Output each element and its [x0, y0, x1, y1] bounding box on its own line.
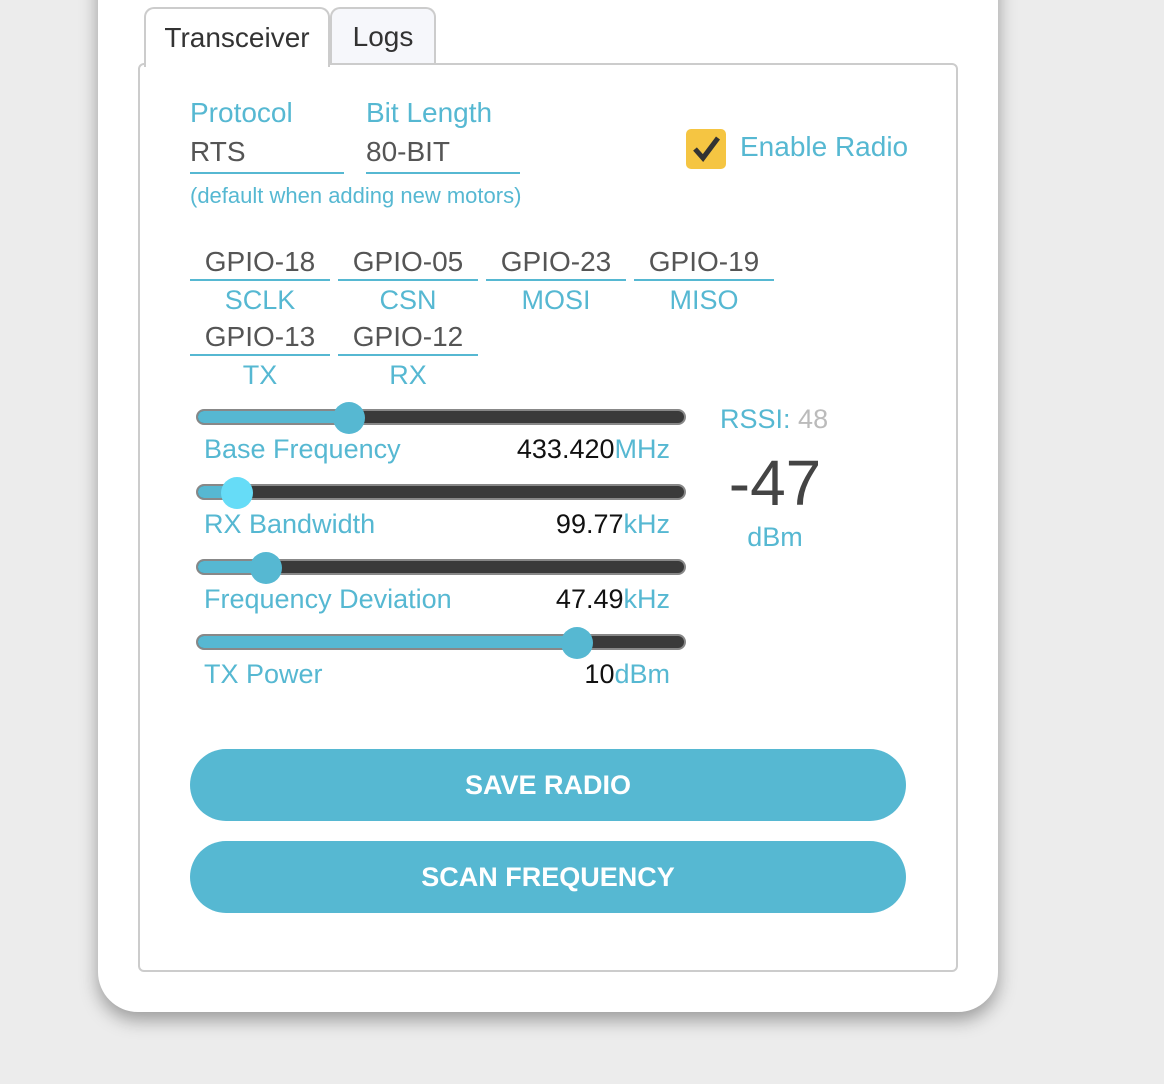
slider-number: 47.49 [555, 584, 624, 614]
slider-thumb[interactable] [561, 627, 594, 659]
pin-name: CSN [379, 285, 437, 315]
gpio-input[interactable]: GPIO-23 [486, 247, 626, 281]
pin-name: MOSI [521, 285, 591, 315]
pin-name: TX [242, 360, 278, 390]
enable-radio-label[interactable]: Enable Radio [740, 131, 909, 162]
slider-tx-power[interactable] [196, 627, 686, 659]
slider-thumb[interactable] [332, 402, 365, 434]
tab-transceiver[interactable]: Transceiver [144, 7, 330, 67]
slider-unit: dBm [614, 659, 670, 689]
slider-number: 99.77 [555, 509, 624, 539]
bit-length-select[interactable]: 80-BIT [366, 134, 520, 174]
gpio-input[interactable]: GPIO-12 [338, 322, 478, 356]
slider-unit: kHz [623, 509, 671, 539]
slider-label: Base Frequency [204, 434, 401, 464]
slider-rx-bandwidth[interactable] [196, 477, 686, 509]
pin-assignment: GPIO-23 MOSI [486, 247, 626, 319]
protocol-hint: (default when adding new motors) [190, 183, 522, 208]
pin-assignment: GPIO-13 TX [190, 322, 330, 394]
slider-number: 10 [584, 659, 615, 689]
checkmark-icon [693, 136, 720, 162]
slider-value: 99.77kHz [556, 509, 670, 540]
tab-logs[interactable]: Logs [330, 7, 436, 65]
slider-thumb[interactable] [220, 477, 253, 509]
slider-frequency-deviation[interactable] [196, 552, 686, 584]
slider-value: 433.420MHz [517, 434, 670, 465]
slider-unit: MHz [614, 434, 671, 464]
pin-assignment: GPIO-18 SCLK [190, 247, 330, 319]
rssi-readout: RSSI: 48 [720, 404, 828, 435]
pin-assignment: GPIO-12 RX [338, 322, 478, 394]
scan-frequency-button[interactable]: SCAN FREQUENCY [190, 841, 906, 913]
slider-fill [198, 411, 349, 423]
gpio-input[interactable]: GPIO-13 [190, 322, 330, 356]
slider-label: Frequency Deviation [204, 584, 452, 614]
slider-fill [198, 636, 578, 648]
protocol-select[interactable]: RTS [190, 134, 344, 174]
rssi-value: -47 [728, 447, 822, 519]
pin-name: RX [389, 360, 427, 390]
rssi-count: 48 [798, 404, 829, 434]
pin-assignment: GPIO-05 CSN [338, 247, 478, 319]
slider-label: TX Power [204, 659, 323, 689]
slider-value: 10dBm [584, 659, 670, 690]
rssi-unit: dBm [747, 522, 803, 552]
slider-value: 47.49kHz [556, 584, 670, 615]
pin-name: SCLK [224, 285, 296, 315]
slider-label: RX Bandwidth [204, 509, 376, 539]
slider-number: 433.420 [516, 434, 615, 464]
enable-radio-checkbox[interactable] [686, 129, 726, 169]
slider-fill [198, 561, 267, 573]
gpio-input[interactable]: GPIO-18 [190, 247, 330, 281]
rssi-label: RSSI: [720, 404, 791, 434]
save-radio-button[interactable]: SAVE RADIO [190, 749, 906, 821]
bit-length-label: Bit Length [366, 97, 493, 128]
protocol-label: Protocol [190, 97, 293, 128]
slider-unit: kHz [623, 584, 671, 614]
slider-base-frequency[interactable] [196, 402, 686, 434]
slider-thumb[interactable] [250, 552, 283, 584]
pin-name: MISO [669, 285, 739, 315]
pin-assignment: GPIO-19 MISO [634, 247, 774, 319]
gpio-input[interactable]: GPIO-05 [338, 247, 478, 281]
gpio-input[interactable]: GPIO-19 [634, 247, 774, 281]
